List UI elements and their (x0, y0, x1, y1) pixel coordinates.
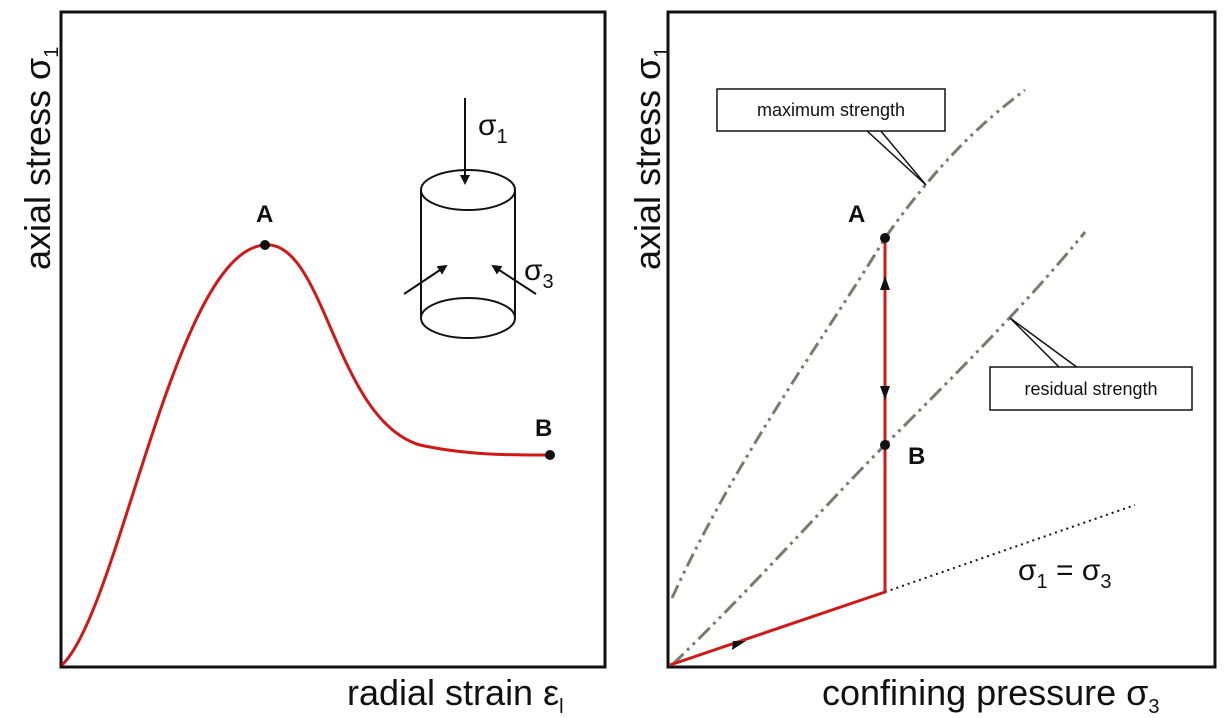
label-text: confining pressure σ (822, 672, 1148, 713)
left-y-label: axial stress σ1 (17, 47, 63, 270)
label-text: axial stress σ (17, 58, 58, 270)
point-a-label: A (848, 201, 865, 228)
maximum-strength-box (716, 88, 946, 132)
subscript: l (559, 696, 563, 718)
point-b-label: B (908, 443, 925, 470)
right-x-label: confining pressure σ3 (822, 672, 1160, 718)
symbol: σ (1018, 554, 1037, 587)
point-a-dot (260, 240, 270, 250)
subscript: 3 (543, 271, 554, 293)
subscript: 1 (1037, 571, 1048, 593)
callout-residual (1009, 317, 1079, 369)
path-arrow (880, 276, 890, 290)
sigma1-label: σ1 (478, 109, 508, 148)
stress-curve (60, 243, 551, 667)
point-a-dot (880, 233, 890, 243)
symbol: σ (524, 254, 543, 287)
cylinder (420, 169, 516, 339)
label-text: axial stress σ (627, 58, 668, 270)
equality-line (884, 504, 1136, 593)
point-a-label: A (256, 201, 273, 228)
maximum-strength-label: maximum strength (757, 100, 905, 120)
equality-label: σ1 = σ3 (1018, 554, 1111, 593)
sigma3-arrow-right (491, 264, 537, 295)
point-b-dot (545, 450, 555, 460)
subscript: 1 (41, 47, 63, 58)
subscript: 3 (1148, 696, 1159, 718)
residual-strength-box (989, 366, 1193, 411)
maximum-strength-curve (670, 88, 1026, 599)
load-path-confining (669, 590, 886, 667)
point-b-dot (880, 440, 890, 450)
path-arrow (732, 641, 746, 650)
left-frame (59, 10, 607, 669)
callout-max (865, 129, 927, 186)
point-b-label: B (535, 415, 552, 442)
symbol: = σ (1048, 554, 1101, 587)
path-arrow (880, 386, 890, 400)
residual-strength-label: residual strength (1024, 379, 1157, 399)
right-y-label: axial stress σ1 (627, 47, 673, 270)
subscript: 3 (1100, 571, 1111, 593)
residual-strength-curve (670, 231, 1087, 667)
sigma3-label: σ3 (524, 254, 554, 293)
subscript: 1 (497, 126, 508, 148)
left-x-label: radial strain εl (347, 672, 564, 718)
subscript: 1 (651, 47, 673, 58)
right-frame (666, 10, 1217, 669)
symbol: σ (478, 109, 497, 142)
sigma3-arrow-left (403, 264, 448, 295)
label-text: radial strain ε (347, 672, 559, 713)
